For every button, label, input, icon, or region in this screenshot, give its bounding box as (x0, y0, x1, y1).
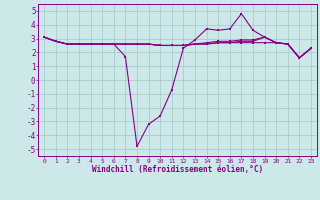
X-axis label: Windchill (Refroidissement éolien,°C): Windchill (Refroidissement éolien,°C) (92, 165, 263, 174)
